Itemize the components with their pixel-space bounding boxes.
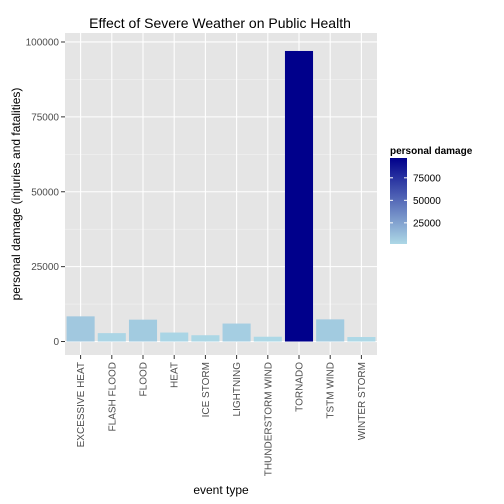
plot-panel — [65, 33, 377, 355]
legend-title: personal damage — [390, 146, 473, 157]
chart-title: Effect of Severe Weather on Public Healt… — [89, 15, 351, 31]
grid-lines — [65, 33, 377, 355]
legend-tick-label: 25000 — [413, 218, 441, 229]
y-tick-label: 25000 — [31, 262, 59, 273]
legend-ticks: 25000 50000 75000 — [390, 173, 441, 229]
x-tick-label: HEAT — [170, 362, 181, 388]
x-tick-label: TSTM WIND — [326, 362, 337, 419]
bar — [191, 335, 220, 342]
legend-tick-label: 75000 — [413, 173, 441, 184]
y-tick-label: 75000 — [31, 112, 59, 123]
bar — [347, 337, 376, 342]
bar — [128, 319, 158, 342]
bar — [316, 319, 345, 342]
x-tick-label: TORNADO — [295, 362, 306, 412]
bar — [253, 336, 282, 342]
x-tick-label: EXCESSIVE HEAT — [76, 362, 87, 447]
x-axis: EXCESSIVE HEAT FLASH FLOOD FLOOD HEAT ICE ST… — [76, 355, 368, 476]
bar — [284, 50, 314, 342]
y-tick-label: 0 — [53, 337, 59, 348]
y-axis-title: personal damage (injuries and fatalities… — [9, 88, 23, 301]
x-tick-label: FLASH FLOOD — [107, 362, 118, 431]
legend: personal damage 25000 50000 75000 — [390, 146, 473, 244]
y-tick-label: 50000 — [31, 187, 59, 198]
bar — [160, 332, 189, 342]
x-tick-label: FLOOD — [139, 362, 150, 396]
bar — [66, 316, 95, 342]
bar — [97, 333, 126, 342]
legend-tick-label: 50000 — [413, 196, 441, 207]
y-axis: 0 25000 50000 75000 100000 — [26, 37, 65, 348]
x-tick-label: WINTER STORM — [357, 362, 368, 440]
x-tick-label: ICE STORM — [201, 362, 212, 417]
y-tick-label: 100000 — [26, 37, 60, 48]
x-tick-label: LIGHTNING — [232, 362, 243, 417]
bar — [222, 323, 251, 342]
x-axis-title: event type — [193, 483, 249, 497]
x-tick-label: THUNDERSTORM WIND — [263, 362, 274, 476]
legend-colorbar — [390, 158, 407, 244]
bars — [66, 50, 376, 342]
